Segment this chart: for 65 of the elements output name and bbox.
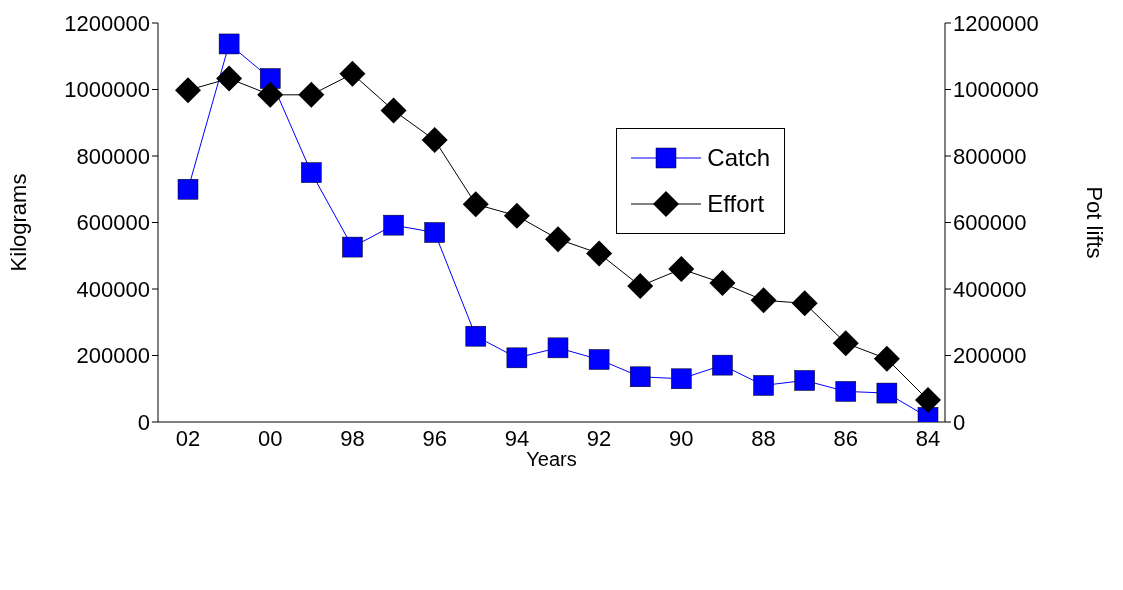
y2-tick-label: 400000: [953, 276, 1027, 302]
point: [629, 366, 651, 388]
point: [383, 214, 404, 236]
point: [671, 368, 692, 390]
legend-label: Catch: [707, 144, 770, 172]
point: [588, 349, 610, 370]
y-axis-title: Kilograms: [5, 173, 31, 272]
point: [216, 65, 243, 92]
point: [257, 81, 284, 108]
x-axis-title: Years: [526, 448, 577, 471]
point: [503, 202, 530, 229]
point: [753, 375, 774, 396]
point: [380, 97, 407, 124]
point: [177, 179, 199, 200]
y2-axis-title: Pot lifts: [1082, 186, 1108, 259]
point: [832, 330, 859, 357]
point: [915, 387, 941, 414]
y-tick-label: 0: [137, 409, 150, 435]
point: [175, 77, 201, 104]
point: [668, 256, 695, 283]
point: [462, 191, 489, 218]
point: [218, 33, 240, 55]
point: [424, 222, 445, 243]
x-tick-label: 98: [340, 425, 365, 451]
x-tick-label: 94: [504, 425, 530, 451]
y2-tick-label: 1200000: [953, 10, 1039, 36]
point: [627, 273, 654, 300]
point: [791, 290, 818, 317]
x-tick-label: 84: [915, 425, 941, 451]
y-tick-label: 1200000: [64, 10, 150, 36]
point: [339, 60, 366, 87]
legend-label: Effort: [707, 190, 765, 218]
y2-tick-label: 200000: [953, 343, 1027, 369]
y2-tick-label: 1000000: [953, 77, 1039, 103]
point: [709, 270, 736, 297]
x-tick-label: 88: [751, 425, 776, 451]
y-tick-label: 800000: [76, 143, 150, 169]
x-tick-label: 02: [175, 425, 201, 451]
point: [547, 337, 569, 359]
y2-tick-label: 800000: [953, 143, 1027, 169]
point: [794, 370, 815, 391]
x-tick-label: 00: [257, 425, 283, 451]
y2-tick-label: 0: [953, 409, 966, 435]
x-tick-label: 92: [586, 425, 612, 451]
point: [873, 345, 900, 372]
y-tick-label: 400000: [76, 276, 150, 302]
point: [342, 236, 363, 258]
x-tick-label: 96: [422, 425, 447, 451]
point: [750, 287, 777, 314]
point: [586, 240, 613, 267]
point: [298, 81, 325, 108]
y2-tick-label: 600000: [953, 210, 1027, 236]
point: [421, 127, 448, 154]
point: [835, 381, 857, 402]
point: [876, 382, 898, 404]
y-tick-label: 200000: [76, 343, 150, 369]
y-tick-label: 600000: [76, 210, 150, 236]
point: [465, 325, 487, 347]
point: [712, 354, 733, 376]
x-tick-label: 90: [669, 425, 694, 451]
point: [506, 347, 528, 369]
y-tick-label: 1000000: [64, 77, 150, 103]
x-tick-label: 86: [833, 425, 859, 451]
point: [545, 226, 571, 253]
point: [301, 162, 322, 183]
